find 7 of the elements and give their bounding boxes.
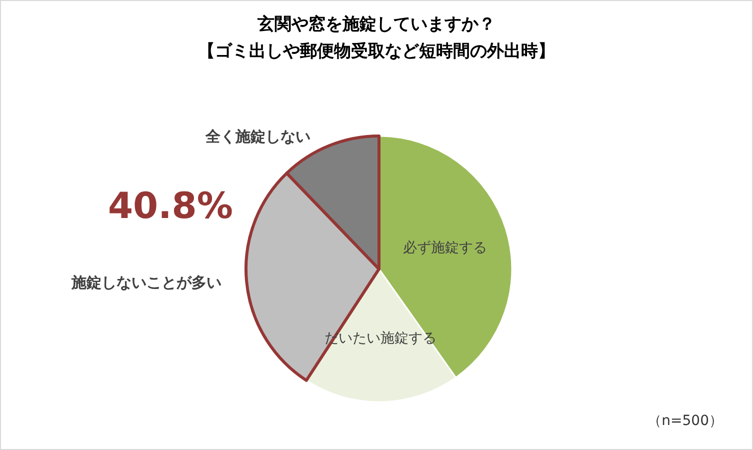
chart-title: 玄関や窓を施錠していますか？ <box>256 14 496 34</box>
chart-subtitle: 【ゴミ出しや郵便物受取など短時間の外出時】 <box>198 42 555 62</box>
slice-label: 施錠しないことが多い <box>70 273 222 292</box>
slice-label: 必ず施錠する <box>403 240 488 256</box>
text: 40.8% <box>108 186 233 227</box>
slice-label: 全く施錠しない <box>204 127 311 146</box>
text: （n=500） <box>648 412 723 430</box>
